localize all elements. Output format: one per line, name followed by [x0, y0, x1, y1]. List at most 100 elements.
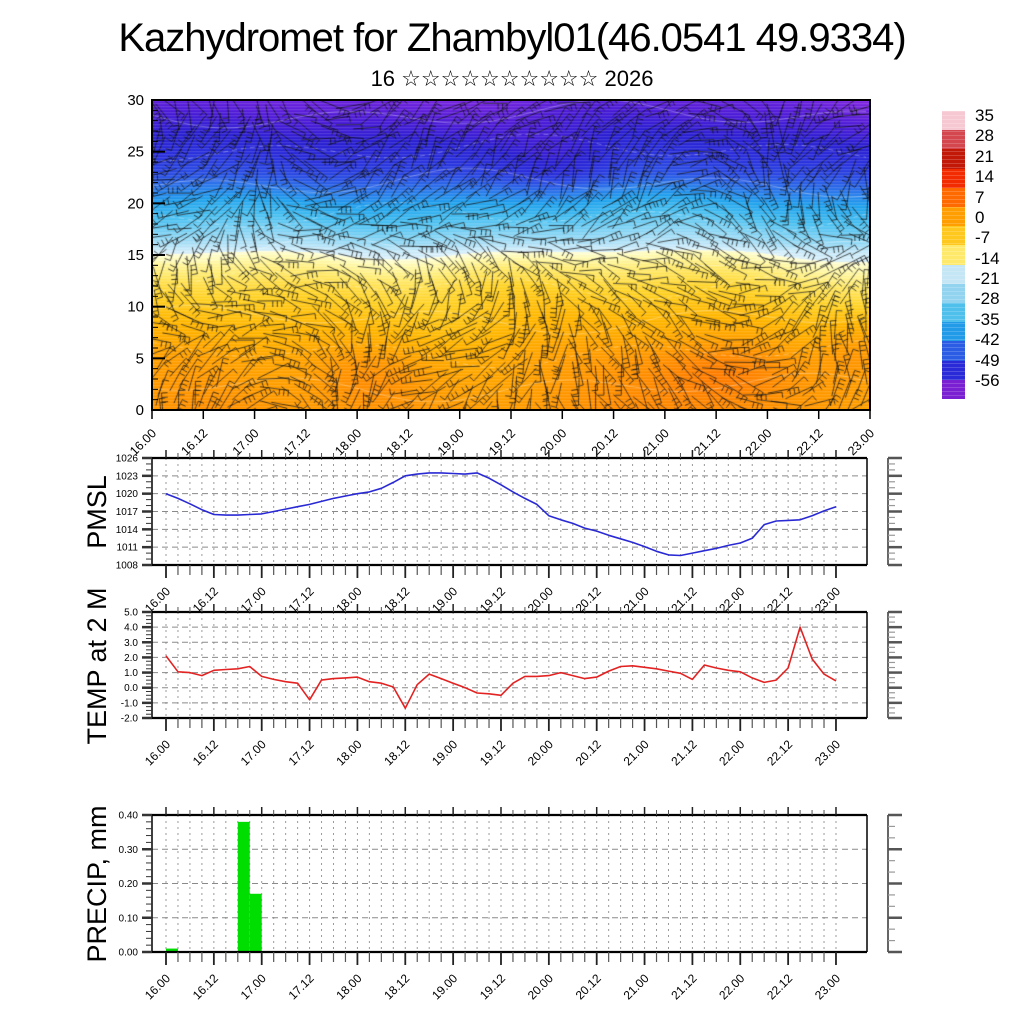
x-axis-ticks: [165, 807, 837, 965]
precip-bar: [166, 948, 178, 952]
x-axis-ticks: [165, 604, 837, 731]
colorbar-band: [942, 360, 965, 381]
colorbar-tick-label: -14: [975, 248, 1000, 268]
right-scale-ruler: [887, 456, 902, 567]
colorbar-band: [942, 207, 965, 227]
time-label: 20.12: [573, 971, 604, 1002]
svg-text:5: 5: [136, 350, 144, 367]
svg-text:15: 15: [127, 247, 144, 264]
svg-text:20: 20: [127, 195, 144, 212]
colorbar-band: [942, 379, 965, 400]
horizontal-grid: [152, 848, 867, 919]
wind-cross-section-panel: 0 5 10 15 20 25 30 16.00 16.12 17.00 17.12 18.00 18.…: [90, 95, 950, 467]
temperature-colorbar: 35 28 21 14 7 0 -7 -14 -21 -28 -35 -42 -49 -56: [942, 106, 1024, 418]
date-subtitle: 16 ☆☆☆☆☆☆☆☆☆☆ 2026: [370, 66, 654, 91]
y-axis-ticks: 1008 1011 1014 1017 1020 1023 1026: [116, 454, 152, 572]
time-label: 16.00: [142, 971, 173, 1002]
colorbar-band: [942, 283, 965, 304]
time-label: 18.00: [333, 971, 364, 1002]
svg-text:0.40: 0.40: [119, 811, 139, 822]
colorbar-tick-label: -56: [975, 370, 1000, 390]
time-label: 20.12: [573, 737, 604, 768]
colorbar-band: [942, 168, 965, 189]
time-label: 21.00: [621, 971, 652, 1002]
time-label: 19.00: [429, 971, 460, 1002]
time-label: 18.12: [381, 737, 412, 768]
colorbar-bands: [942, 111, 965, 400]
colorbar-band: [942, 341, 965, 362]
horizontal-grid: [152, 475, 867, 548]
time-label: 23.00: [812, 737, 843, 768]
svg-text:1023: 1023: [116, 471, 139, 482]
colorbar-band: [942, 130, 965, 150]
colorbar-tick-label: -42: [975, 330, 1000, 350]
time-label: 21.12: [668, 737, 699, 768]
svg-text:1008: 1008: [116, 561, 139, 572]
vertical-grid: [165, 612, 837, 718]
time-label: 16.12: [190, 737, 221, 768]
temp_2m-line: [165, 626, 837, 709]
pmsl-line: [165, 472, 837, 557]
temp2m-chart-panel: -2.0 -1.0 0.0 1.0 2.0 3.0 4.0 5.0 16.00 16.12 17.0…: [90, 598, 950, 782]
colorbar-stripes: [942, 111, 965, 399]
x-axis-ticks: [165, 450, 837, 578]
time-label: 16.00: [142, 737, 173, 768]
time-label: 21.00: [621, 737, 652, 768]
pmsl-chart-panel: 1008 1011 1014 1017 1020 1023 1026 16.00 16.12 17…: [90, 444, 950, 629]
wind-temperature-field-canvas: [152, 100, 870, 410]
y-axis-ticks: 0.00 0.10 0.20 0.30 0.40: [119, 811, 152, 959]
colorbar-tick-label: -21: [975, 269, 1000, 289]
time-label: 22.12: [764, 971, 795, 1002]
colorbar-tick-label: 35: [975, 106, 994, 125]
horizontal-grid: [152, 626, 867, 704]
svg-text:5.0: 5.0: [124, 608, 138, 619]
colorbar-tick-label: 14: [975, 167, 994, 187]
colorbar-tick-label: -28: [975, 289, 1000, 309]
right-scale-ruler: [887, 813, 902, 954]
svg-text:4.0: 4.0: [124, 623, 138, 634]
svg-text:1014: 1014: [116, 525, 139, 536]
colorbar-tick-label: 28: [975, 126, 994, 146]
colorbar-band: [942, 226, 965, 246]
colorbar-band: [942, 264, 965, 285]
time-label: 18.00: [333, 737, 364, 768]
precip-chart-panel: 0.00 0.10 0.20 0.30 0.40 16.00 16.12 17.00 17.12…: [90, 801, 950, 1016]
svg-text:0.30: 0.30: [119, 845, 139, 856]
time-label: 17.12: [286, 737, 317, 768]
svg-text:1020: 1020: [116, 489, 139, 500]
svg-text:1011: 1011: [116, 543, 138, 554]
scanline-overlay: [152, 100, 870, 410]
colorbar-tick-label: 7: [975, 187, 985, 207]
temp-chart-svg: -2.0 -1.0 0.0 1.0 2.0 3.0 4.0 5.0 16.00 16.12 17.0…: [121, 604, 902, 768]
svg-text:25: 25: [127, 144, 144, 161]
time-label: 20.00: [525, 971, 556, 1002]
svg-text:1.0: 1.0: [124, 668, 138, 679]
svg-text:10: 10: [127, 299, 144, 316]
svg-text:3.0: 3.0: [124, 638, 138, 649]
time-label: 16.12: [190, 971, 221, 1002]
colorbar-band: [942, 187, 965, 208]
time-label: 22.00: [716, 971, 747, 1002]
svg-text:2.0: 2.0: [124, 653, 138, 664]
time-label: 19.00: [429, 737, 460, 768]
svg-text:-1.0: -1.0: [121, 698, 139, 709]
colorbar-band: [942, 111, 965, 131]
svg-text:0.0: 0.0: [124, 683, 138, 694]
colorbar-band: [942, 303, 965, 323]
colorbar-band: [942, 245, 965, 266]
svg-text:1026: 1026: [116, 454, 139, 465]
colorbar-tick-label: -7: [975, 228, 991, 248]
precip-bar: [237, 821, 250, 952]
time-label: 19.12: [477, 971, 508, 1002]
svg-text:1017: 1017: [116, 507, 139, 518]
page-title: Kazhydromet for Zhambyl01(46.0541 49.933…: [118, 16, 906, 60]
precip-axis-title: PRECIP, mm: [82, 805, 112, 963]
time-label: 17.00: [238, 971, 269, 1002]
colorbar-tick-label: 21: [975, 146, 994, 166]
right-scale-ruler: [887, 610, 902, 720]
precip-chart-svg: 0.00 0.10 0.20 0.30 0.40 16.00 16.12 17.00 17.12…: [119, 807, 902, 1002]
colorbar-tick-label: -35: [975, 309, 1000, 329]
time-label: 18.12: [381, 971, 412, 1002]
